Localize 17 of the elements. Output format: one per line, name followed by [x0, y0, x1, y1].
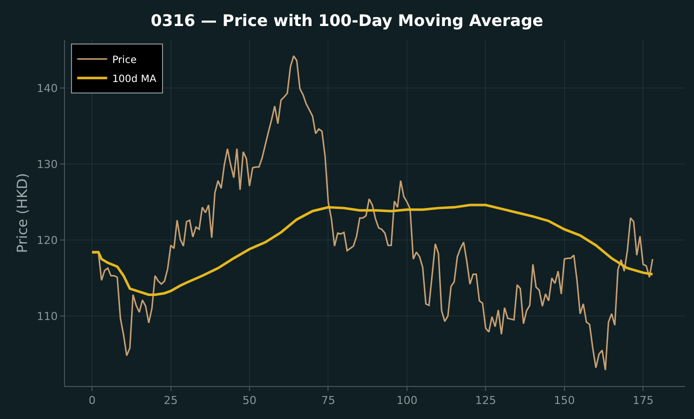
line-series — [90, 204, 654, 296]
x-tick-label: 175 — [632, 394, 654, 408]
x-tick-label: 125 — [475, 394, 496, 408]
chart-title: 0316 — Price with 100-Day Moving Average — [150, 10, 544, 30]
x-tick-label: 150 — [554, 394, 575, 408]
x-tick-label: 75 — [321, 394, 336, 408]
y-tick-label: 140 — [36, 82, 58, 95]
legend-label: 100d MA — [112, 74, 156, 85]
y-tick-label: 130 — [36, 158, 58, 171]
x-tick-label: 100 — [396, 394, 418, 408]
y-tick-label: 110 — [36, 310, 58, 323]
y-tick-label: 120 — [36, 234, 58, 247]
x-tick-label: 50 — [242, 394, 257, 408]
x-tick-label: 25 — [164, 394, 178, 408]
legend-label: Price — [112, 54, 137, 66]
y-axis-title: Price (HKD) — [15, 172, 31, 254]
x-tick-label: 0 — [88, 394, 96, 408]
